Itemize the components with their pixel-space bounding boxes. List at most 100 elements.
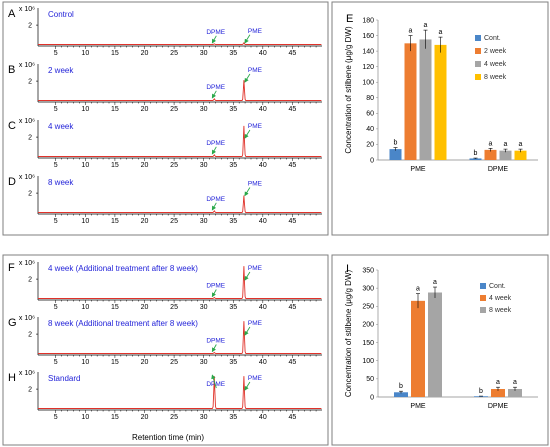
- trace-label: 2 week: [48, 66, 74, 75]
- x-tick-label: 20: [141, 414, 149, 421]
- significance-letter: a: [416, 286, 420, 293]
- legend-label: Cont.: [489, 283, 506, 290]
- legend-swatch: [480, 307, 486, 313]
- x-tick-label: 40: [259, 50, 267, 57]
- peak-arrow-dpme: [211, 90, 217, 99]
- bar-dpme-2: [508, 389, 522, 397]
- bar-y-tick-label: 80: [366, 95, 374, 102]
- significance-letter: a: [424, 22, 428, 29]
- bar-y-tick-label: 120: [362, 64, 374, 71]
- bar-y-tick-label: 50: [366, 376, 374, 383]
- significance-letter: a: [504, 141, 508, 148]
- bar-category-label: PME: [410, 403, 426, 410]
- bar-category-label: DPME: [488, 403, 509, 410]
- legend-label: 2 week: [484, 48, 507, 55]
- peak-label-dpme: DPME: [206, 196, 225, 203]
- peak-arrow-dpme: [211, 35, 217, 44]
- x-tick-label: 30: [200, 50, 208, 57]
- peak-label-dpme: DPME: [206, 381, 225, 388]
- x-tick-label: 5: [54, 414, 58, 421]
- x-tick-label: 5: [54, 50, 58, 57]
- x-tick-label: 40: [259, 414, 267, 421]
- bar-y-tick-label: 20: [366, 142, 374, 149]
- legend-label: 8 week: [484, 74, 507, 81]
- x-tick-label: 15: [111, 106, 119, 113]
- x-tick-label: 35: [229, 106, 237, 113]
- significance-letter: b: [479, 388, 483, 395]
- x-tick-label: 20: [141, 359, 149, 366]
- legend-label: Cont.: [484, 35, 501, 42]
- peak-label-dpme: DPME: [206, 282, 225, 289]
- panel-letter-d: D: [8, 176, 16, 188]
- peak-arrow-dpme: [211, 202, 217, 211]
- chromatogram-trace: [38, 125, 322, 157]
- x-tick-label: 45: [289, 50, 297, 57]
- peak-arrow-dpme: [211, 344, 217, 353]
- panel-letter-a: A: [8, 8, 16, 20]
- x-tick-label: 30: [200, 304, 208, 311]
- trace-y-exponent: x 10⁶: [19, 370, 35, 377]
- trace-y-tick-label: 2: [28, 332, 32, 339]
- x-tick-label: 15: [111, 414, 119, 421]
- x-tick-label: 15: [111, 162, 119, 169]
- trace-y-exponent: x 10⁶: [19, 62, 35, 69]
- peak-label-dpme: DPME: [206, 337, 225, 344]
- bar-dpme-0: [469, 158, 482, 160]
- trace-y-exponent: x 10⁶: [19, 260, 35, 267]
- bar-y-tick-label: 160: [362, 33, 374, 40]
- x-tick-label: 10: [81, 50, 89, 57]
- x-tick-label: 10: [81, 162, 89, 169]
- bar-y-tick-label: 300: [362, 285, 374, 292]
- significance-letter: b: [474, 150, 478, 157]
- legend-label: 8 week: [489, 307, 512, 314]
- trace-y-tick-label: 2: [28, 79, 32, 86]
- bar-y-tick-label: 100: [362, 80, 374, 87]
- x-tick-label: 15: [111, 304, 119, 311]
- panel-letter-i: I: [346, 263, 349, 275]
- chromatogram-trace: [38, 41, 322, 45]
- peak-label-dpme: DPME: [206, 29, 225, 36]
- x-tick-label: 40: [259, 304, 267, 311]
- x-tick-label: 5: [54, 162, 58, 169]
- x-tick-label: 5: [54, 106, 58, 113]
- peak-arrow-pme: [244, 34, 251, 44]
- bar-y-tick-label: 200: [362, 322, 374, 329]
- trace-y-tick-label: 2: [28, 387, 32, 394]
- x-tick-label: 10: [81, 106, 89, 113]
- bar-category-label: PME: [410, 166, 426, 173]
- peak-arrow-pme: [244, 129, 251, 139]
- x-tick-label: 5: [54, 359, 58, 366]
- bar-y-tick-label: 40: [366, 126, 374, 133]
- x-tick-label: 20: [141, 162, 149, 169]
- peak-arrow-pme: [244, 271, 251, 281]
- trace-y-exponent: x 10⁶: [19, 174, 35, 181]
- bar-pme-1: [404, 43, 417, 161]
- peak-label-pme: PME: [248, 28, 263, 35]
- chromatogram-frame-bottom: [2, 254, 329, 446]
- trace-label: 4 week (Additional treatment after 8 wee…: [48, 264, 198, 273]
- x-tick-label: 10: [81, 414, 89, 421]
- bar-pme-2: [419, 39, 432, 160]
- x-tick-label: 25: [170, 304, 178, 311]
- legend-swatch: [480, 295, 486, 301]
- x-tick-label: 45: [289, 106, 297, 113]
- x-tick-label: 15: [111, 218, 119, 225]
- significance-letter: b: [399, 383, 403, 390]
- significance-letter: a: [489, 140, 493, 147]
- trace-y-tick-label: 2: [28, 277, 32, 284]
- bar-pme-0: [394, 392, 408, 397]
- x-tick-label: 30: [200, 162, 208, 169]
- trace-label: 8 week: [48, 178, 74, 187]
- significance-letter: b: [394, 140, 398, 147]
- x-tick-label: 5: [54, 304, 58, 311]
- x-tick-label: 45: [289, 304, 297, 311]
- x-tick-label: 15: [111, 50, 119, 57]
- legend-swatch: [475, 48, 481, 54]
- trace-y-exponent: x 10⁶: [19, 6, 35, 13]
- chromatogram-trace: [38, 376, 322, 409]
- bar-chart-frame-e: [331, 1, 549, 236]
- panel-letter-g: G: [8, 317, 17, 329]
- retention-time-label: Retention time (min): [132, 433, 204, 442]
- x-tick-label: 35: [229, 162, 237, 169]
- x-tick-label: 25: [170, 414, 178, 421]
